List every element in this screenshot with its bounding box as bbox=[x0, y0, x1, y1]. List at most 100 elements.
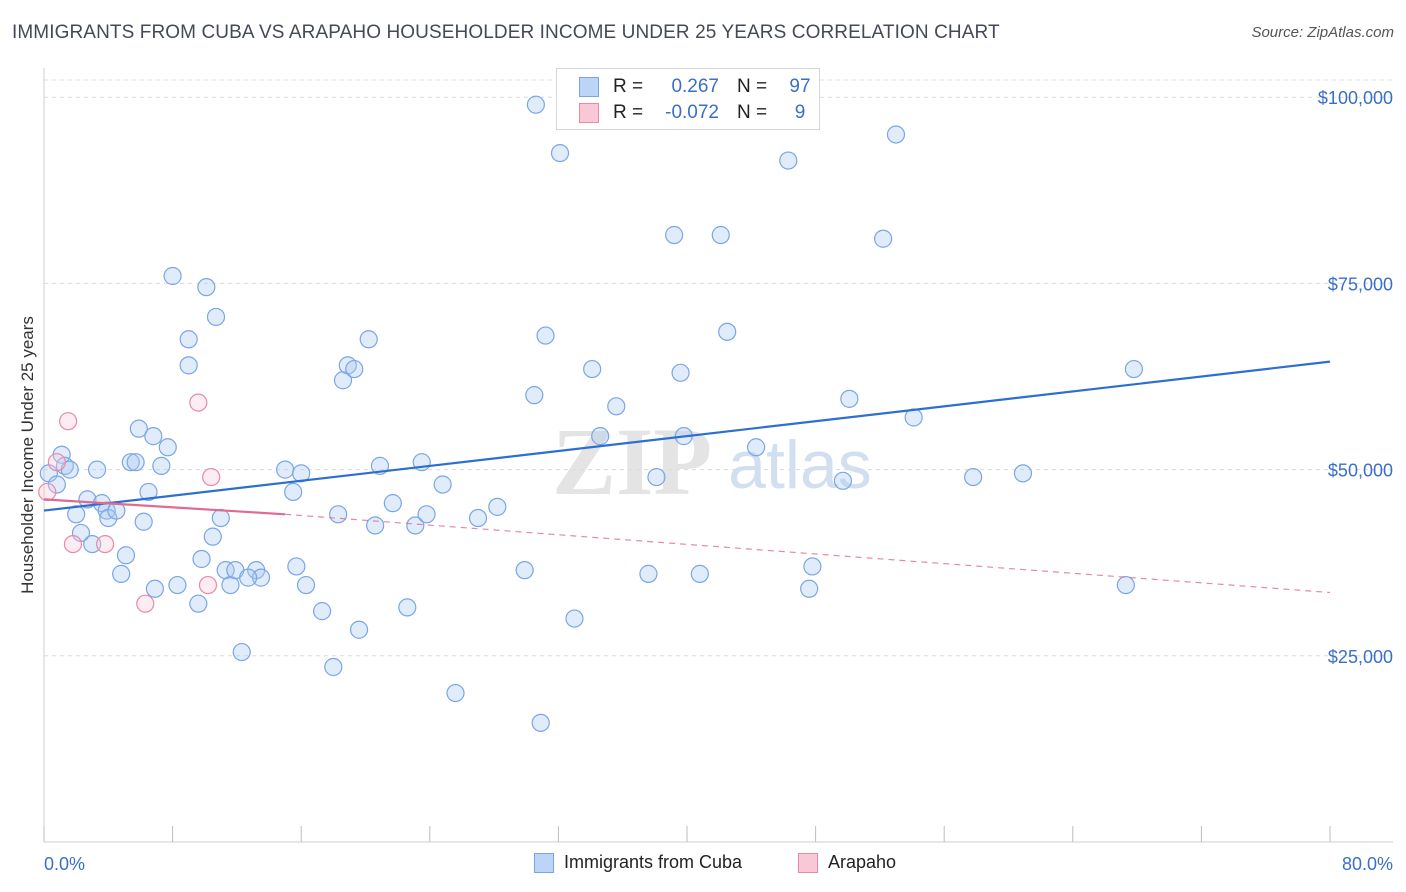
point-cuba bbox=[607, 397, 626, 416]
point-cuba bbox=[163, 266, 182, 286]
legend-swatch-cuba bbox=[579, 77, 599, 97]
point-cuba bbox=[565, 609, 584, 628]
point-cuba bbox=[97, 501, 116, 520]
point-cuba bbox=[800, 579, 819, 598]
watermark-atlas: atlas bbox=[728, 427, 872, 503]
point-cuba bbox=[197, 278, 216, 297]
point-cuba bbox=[192, 549, 211, 569]
trend-lines bbox=[43, 360, 1331, 594]
point-cuba bbox=[296, 575, 316, 595]
point-cuba bbox=[886, 125, 906, 144]
tick-labels: $25,000 $50,000 $75,000 $100,000 0.0% 80.0% bbox=[44, 88, 1393, 874]
point-cuba bbox=[179, 356, 198, 375]
point-cuba bbox=[1116, 575, 1135, 595]
n-value: 97 bbox=[789, 76, 811, 97]
points bbox=[38, 95, 1143, 732]
point-cuba bbox=[324, 657, 343, 677]
n-value: 9 bbox=[794, 102, 806, 123]
point-cuba bbox=[515, 561, 534, 580]
legend-swatch-arapaho bbox=[579, 103, 599, 123]
point-cuba bbox=[359, 330, 378, 349]
point-cuba bbox=[203, 527, 222, 546]
point-cuba bbox=[550, 143, 570, 163]
point-cuba bbox=[964, 467, 983, 487]
stats-legend: R = 0.267 N = 97 R = -0.072 N = 9 bbox=[556, 68, 820, 130]
point-cuba bbox=[840, 389, 859, 408]
trend-line-cuba bbox=[43, 360, 1331, 512]
point-arapaho bbox=[189, 393, 208, 412]
point-cuba bbox=[833, 471, 853, 490]
watermark: ZIP atlas bbox=[552, 408, 872, 515]
bottom-legend-label-cuba: Immigrants from Cuba bbox=[564, 852, 743, 872]
point-cuba bbox=[239, 568, 258, 587]
point-cuba bbox=[747, 438, 766, 457]
point-cuba bbox=[87, 460, 107, 479]
point-cuba bbox=[779, 151, 798, 170]
watermark-zip: ZIP bbox=[552, 408, 712, 515]
point-cuba bbox=[211, 508, 230, 528]
point-cuba bbox=[647, 467, 666, 487]
point-cuba bbox=[276, 460, 295, 479]
point-cuba bbox=[583, 359, 602, 379]
r-value: 0.267 bbox=[671, 76, 719, 97]
point-cuba bbox=[284, 482, 303, 502]
chart-title: IMMIGRANTS FROM CUBA VS ARAPAHO HOUSEHOL… bbox=[12, 22, 1000, 43]
point-cuba bbox=[78, 490, 97, 509]
bottom-legend-label-arapaho: Arapaho bbox=[828, 852, 897, 872]
point-cuba bbox=[206, 307, 226, 327]
point-cuba bbox=[168, 575, 187, 595]
point-cuba bbox=[126, 453, 145, 472]
point-arapaho bbox=[202, 467, 221, 487]
point-cuba bbox=[446, 683, 465, 703]
bottom-legend-cuba: Immigrants from Cuba bbox=[534, 852, 742, 873]
bottom-legend-swatch-arapaho bbox=[798, 852, 818, 873]
r-value: -0.072 bbox=[665, 102, 719, 123]
point-cuba bbox=[134, 512, 153, 531]
y-tick-label: $50,000 bbox=[1328, 461, 1393, 481]
n-label: N = bbox=[737, 76, 768, 97]
point-cuba bbox=[468, 508, 488, 528]
point-cuba bbox=[312, 602, 332, 621]
y-tick-label: $25,000 bbox=[1328, 647, 1393, 667]
point-cuba bbox=[112, 564, 131, 583]
point-cuba bbox=[711, 225, 730, 245]
point-cuba bbox=[690, 564, 709, 583]
point-cuba bbox=[121, 453, 140, 472]
point-cuba bbox=[345, 359, 364, 379]
point-cuba bbox=[83, 534, 102, 554]
point-cuba bbox=[179, 330, 198, 349]
point-arapaho bbox=[59, 412, 78, 431]
point-cuba bbox=[349, 620, 369, 639]
axes bbox=[43, 68, 1393, 843]
point-cuba bbox=[398, 598, 417, 617]
bottom-legend-arapaho: Arapaho bbox=[798, 852, 896, 873]
point-cuba bbox=[526, 95, 545, 114]
point-cuba bbox=[116, 546, 136, 565]
r-label: R = bbox=[613, 102, 644, 123]
r-label: R = bbox=[613, 76, 644, 97]
point-arapaho bbox=[38, 482, 57, 502]
point-cuba bbox=[803, 557, 822, 576]
point-arapaho bbox=[47, 453, 66, 472]
x-tick-label-right: 80.0% bbox=[1342, 854, 1393, 874]
y-tick-label: $75,000 bbox=[1328, 274, 1393, 294]
point-cuba bbox=[536, 326, 555, 345]
point-cuba bbox=[145, 579, 165, 598]
point-cuba bbox=[129, 419, 148, 438]
n-label: N = bbox=[737, 102, 768, 123]
point-cuba bbox=[525, 386, 544, 405]
point-cuba bbox=[144, 427, 163, 446]
point-cuba bbox=[417, 505, 436, 524]
point-cuba bbox=[639, 564, 658, 583]
legend-row-arapaho: R = -0.072 N = 9 bbox=[579, 99, 817, 127]
trend-line-arapaho bbox=[43, 498, 286, 516]
point-cuba bbox=[591, 427, 610, 446]
point-cuba bbox=[1124, 359, 1143, 379]
point-cuba bbox=[531, 713, 550, 732]
legend-row-cuba: R = 0.267 N = 97 bbox=[579, 73, 817, 101]
point-cuba bbox=[718, 322, 737, 341]
point-cuba bbox=[232, 642, 251, 662]
point-cuba bbox=[152, 456, 171, 475]
point-cuba bbox=[1013, 464, 1033, 483]
